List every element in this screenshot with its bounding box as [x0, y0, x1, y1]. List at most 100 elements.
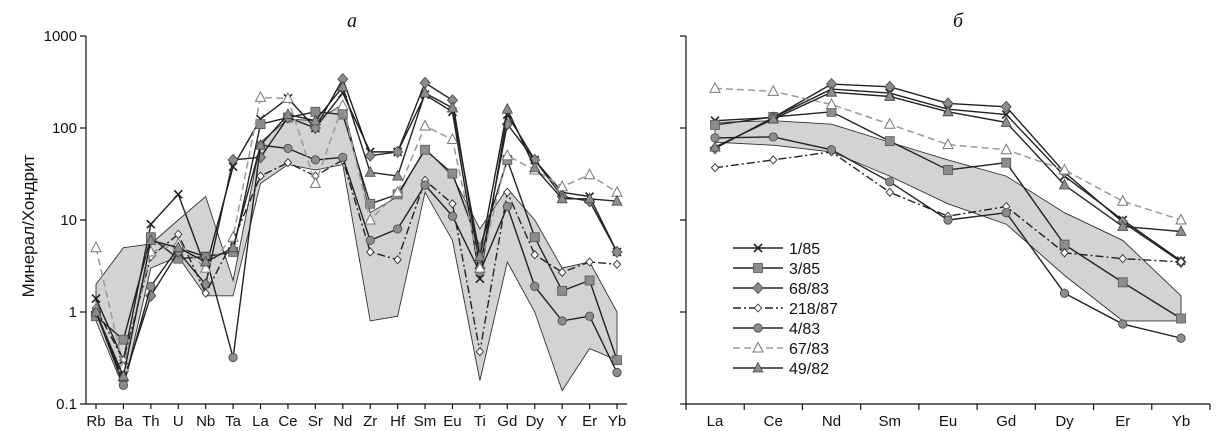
- y-tick-label: 1: [69, 304, 77, 321]
- panel-b-axes: [680, 35, 1211, 410]
- data-point: [419, 76, 431, 89]
- x-tick-label: Rb: [86, 413, 105, 430]
- x-tick-label: Gd: [996, 413, 1016, 430]
- x-tick-label: Ce: [278, 413, 297, 430]
- data-point: [1001, 157, 1012, 168]
- legend-entry: 218/87: [733, 301, 838, 318]
- data-point: [118, 334, 129, 345]
- data-point: [1176, 257, 1186, 267]
- data-point: [201, 288, 210, 298]
- y-tick-label: 1000: [44, 28, 77, 45]
- data-point: [365, 198, 376, 209]
- data-point: [282, 91, 294, 103]
- y-tick-label: 100: [52, 120, 77, 137]
- data-point: [393, 255, 402, 265]
- data-point: [199, 261, 212, 273]
- data-point: [556, 192, 568, 204]
- data-point: [1059, 288, 1070, 298]
- legend-label: 67/83: [789, 341, 829, 358]
- data-point: [364, 213, 377, 225]
- data-point: [1118, 253, 1127, 264]
- data-point: [392, 145, 404, 158]
- series-line: [95, 144, 618, 388]
- data-point: [173, 189, 183, 199]
- x-tick-label: Sm: [414, 413, 437, 430]
- series-49-82: [709, 85, 1187, 236]
- data-point: [942, 138, 954, 150]
- legend-marker: [752, 281, 764, 295]
- legend-entry: 68/83: [733, 281, 829, 298]
- data-point: [419, 86, 431, 98]
- data-point: [1060, 248, 1069, 258]
- data-point: [529, 161, 541, 173]
- legend-label: 68/83: [789, 281, 829, 298]
- y-tick-label: 0.1: [56, 396, 77, 413]
- data-point: [767, 84, 780, 96]
- x-tick-label: Hf: [390, 413, 406, 430]
- data-point: [255, 119, 266, 130]
- legend: 1/85 3/85 68/83 218/87 4/83 67/83 49/82: [733, 241, 838, 378]
- data-point: [364, 149, 376, 162]
- data-point: [228, 352, 238, 363]
- data-point: [825, 85, 838, 97]
- data-point: [503, 187, 512, 197]
- data-point: [475, 347, 485, 357]
- data-point: [883, 117, 896, 129]
- data-point: [502, 201, 512, 212]
- data-point: [885, 187, 894, 197]
- data-point: [501, 102, 513, 114]
- panel-a-axes: [80, 35, 627, 409]
- series-line: [95, 77, 618, 383]
- data-point: [447, 211, 458, 221]
- data-point: [769, 155, 778, 165]
- x-tick-label: Y: [557, 413, 567, 430]
- panel-a-x-ticks: Rb Ba Th U Nb Ta La Ce Sr Nd Zr Hf Sm Eu Ti Gd Dy Y Er Yb: [86, 413, 626, 430]
- data-point: [254, 138, 267, 150]
- x-tick-label: La: [252, 413, 269, 430]
- data-point: [530, 249, 539, 260]
- data-point: [612, 355, 622, 366]
- series-line: [95, 91, 618, 363]
- data-point: [1118, 319, 1128, 329]
- legend-label: 49/82: [789, 361, 829, 378]
- series-4-83: [710, 132, 1186, 343]
- data-point: [420, 144, 430, 155]
- x-tick-label: Nd: [333, 413, 352, 430]
- data-point: [583, 192, 596, 204]
- data-point: [1059, 239, 1070, 250]
- data-point: [767, 112, 779, 124]
- panel-b-x-ticks: La Ce Nd Sm Eu Gd Dy Er Yb: [707, 413, 1191, 430]
- data-point: [447, 168, 458, 179]
- data-point: [254, 90, 267, 102]
- data-point: [557, 285, 568, 296]
- y-axis-label: Минерал/Хондрит: [19, 154, 38, 297]
- x-tick-label: Eu: [939, 413, 957, 430]
- x-tick-label: Nb: [196, 413, 215, 430]
- data-point: [364, 165, 376, 177]
- y-tick-label: 10: [60, 212, 77, 229]
- data-point: [200, 255, 212, 267]
- x-tick-label: Nd: [822, 413, 841, 430]
- data-point: [557, 316, 567, 326]
- x-tick-label: Dy: [1055, 413, 1074, 430]
- data-point: [393, 224, 403, 234]
- data-point: [391, 185, 404, 197]
- x-tick-label: Ce: [764, 413, 783, 430]
- data-point: [612, 367, 622, 378]
- x-tick-label: Er: [1115, 413, 1130, 430]
- data-point: [825, 97, 838, 110]
- legend-marker: [752, 341, 764, 353]
- legend-marker: [752, 361, 764, 373]
- legend-label: 1/85: [789, 241, 820, 258]
- x-tick-label: Th: [142, 413, 160, 430]
- legend-label: 3/85: [789, 261, 820, 278]
- legend-label: 218/87: [789, 301, 838, 318]
- data-point: [585, 257, 594, 267]
- data-point: [1058, 163, 1071, 175]
- data-point: [1001, 109, 1011, 120]
- data-point: [309, 176, 322, 188]
- legend-entry: 4/83: [733, 321, 820, 338]
- legend-marker: [753, 243, 763, 253]
- data-point: [227, 241, 239, 253]
- data-point: [1001, 208, 1011, 218]
